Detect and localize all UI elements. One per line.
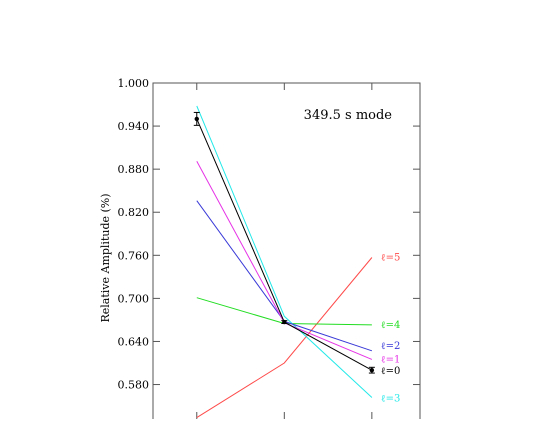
series-labels: ℓ=5 ℓ=4 ℓ=3 ℓ=2 ℓ=1ℓ=0 bbox=[381, 252, 401, 404]
series-label-l1: ℓ=1 bbox=[381, 354, 401, 365]
series-line-l3 bbox=[196, 105, 373, 398]
observed-point bbox=[194, 116, 199, 122]
observed-points bbox=[193, 111, 375, 374]
y-tick-label: 0.700 bbox=[118, 292, 150, 305]
y-tick-label: 0.580 bbox=[118, 379, 150, 392]
y-tick-label: 0.640 bbox=[118, 335, 150, 348]
plot-frame bbox=[152, 82, 421, 419]
series-line-l5 bbox=[196, 257, 373, 419]
series-label-l3: ℓ=3 bbox=[381, 393, 401, 404]
mode-annotation: 349.5 s mode bbox=[304, 108, 393, 123]
series-line-l2 bbox=[196, 200, 373, 352]
y-tick-label: 0.940 bbox=[118, 120, 150, 133]
plot-border bbox=[152, 82, 421, 419]
series-label-l2: ℓ=2 bbox=[381, 341, 401, 352]
observed-point bbox=[282, 319, 287, 325]
observed-point bbox=[369, 367, 375, 373]
y-tick-label: 0.760 bbox=[118, 249, 150, 262]
series-label-l4: ℓ=4 bbox=[381, 320, 401, 331]
series-label-l5: ℓ=5 bbox=[381, 252, 401, 263]
y-axis-ticks: 1.000 0.940 0.880 0.820 0.760 0.700 0.640 0.580 bbox=[118, 77, 420, 392]
x-axis-ticks bbox=[196, 83, 373, 419]
series-line-l0 bbox=[196, 118, 373, 371]
series-lines bbox=[196, 105, 373, 419]
y-axis-label: Relative Amplitude (%) bbox=[99, 193, 112, 322]
y-tick-label: 0.820 bbox=[118, 206, 150, 219]
y-tick-label: 1.000 bbox=[118, 77, 150, 90]
series-label-l0: ℓ=0 bbox=[381, 366, 401, 377]
series-line-l1 bbox=[196, 161, 373, 360]
y-tick-label: 0.880 bbox=[118, 163, 150, 176]
